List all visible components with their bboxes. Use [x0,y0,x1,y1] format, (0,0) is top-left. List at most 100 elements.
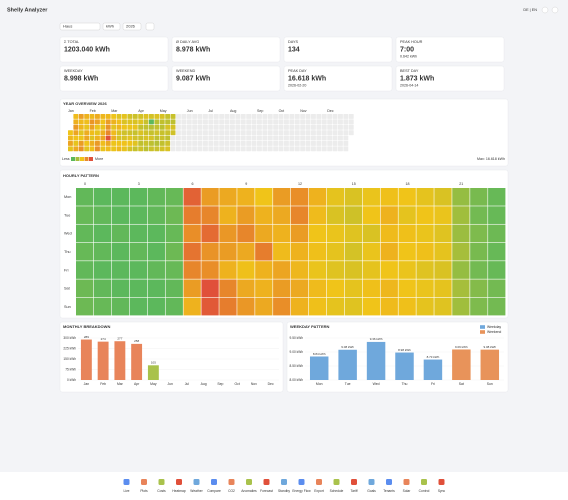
empty-day-cell [197,141,203,146]
empty-day-cell [208,141,214,146]
day-cell [78,114,84,119]
hour-cell [380,224,398,243]
card [59,65,169,92]
device-select[interactable] [59,22,101,31]
nav-icon[interactable] [263,479,270,485]
nav-icon[interactable] [141,479,147,485]
empty-day-cell [273,119,279,125]
nav-label[interactable]: Tenants [383,489,395,493]
hour-cell [308,242,327,261]
nav-label[interactable]: Costs [157,489,166,493]
empty-day-cell [246,119,252,125]
day-cell [165,130,171,136]
empty-day-cell [311,141,316,146]
day-cell [143,146,149,152]
nav-label[interactable]: Heatmap [172,489,186,493]
empty-day-cell [257,135,262,141]
nav-label[interactable]: Export [314,489,324,493]
empty-day-cell [246,124,252,130]
nav-icon[interactable] [211,479,217,485]
legend-label: Weekday [487,325,501,329]
nav-icon[interactable] [438,479,445,485]
unit-select[interactable] [102,22,121,31]
hour-label: 0 [84,182,86,186]
nav-icon[interactable] [333,479,340,485]
nav-label[interactable]: Schedule [330,489,344,493]
empty-day-cell [343,141,349,146]
nav-icon[interactable] [421,479,427,485]
empty-day-cell [213,135,219,141]
nav-icon[interactable] [193,479,200,485]
nav-label[interactable]: Live [123,489,129,493]
nav-label[interactable]: Weather [190,489,203,493]
nav-label[interactable]: Plots [140,489,148,493]
day-label: Sun [64,305,71,309]
day-cell [68,130,73,136]
nav-icon[interactable] [351,479,357,485]
day-cell [68,135,73,141]
day-label: Fri [64,268,69,272]
hour-cell [470,261,488,279]
nav-label[interactable]: Goals [367,489,376,493]
nav-label[interactable]: Tariff [350,489,357,493]
settings-button[interactable] [541,6,549,14]
day-cell [127,146,133,152]
hour-cell [416,279,434,298]
empty-day-cell [289,124,295,130]
hour-cell [93,206,112,224]
empty-day-cell [251,124,257,130]
language-switch[interactable]: DE | EN [523,8,537,12]
nav-icon[interactable] [176,479,182,485]
max-label: Max: 16.618 kWh [477,157,505,161]
empty-day-cell [327,119,333,125]
hour-cell [129,224,148,243]
nav-label[interactable]: Solar [403,489,412,493]
nav-label[interactable]: Control [419,489,430,493]
empty-day-cell [230,130,235,136]
theme-button[interactable] [551,6,559,14]
month-label: Mar [111,109,118,113]
hour-cell [183,224,201,243]
nav-label[interactable]: Sync [438,489,446,493]
legend-low: Less [62,157,70,161]
nav-icon[interactable] [298,479,305,485]
nav-label[interactable]: Energy Flow [292,489,311,493]
hour-cell [219,261,237,279]
hour-cell [326,261,345,279]
day-label: Wed [64,232,72,236]
nav-icon[interactable] [403,479,410,485]
year-select[interactable] [122,22,142,31]
nav-icon[interactable] [281,479,287,485]
empty-day-cell [186,124,192,130]
nav-icon[interactable] [386,479,392,485]
nav-label[interactable]: Anomalies [241,489,257,493]
nav-icon[interactable] [368,479,375,485]
empty-day-cell [197,130,203,136]
nav-icon[interactable] [316,479,322,485]
chart-title: WEEKDAY PATTERN [290,324,330,329]
nav-icon[interactable] [228,479,235,485]
nav-icon[interactable] [246,479,252,485]
section-title: HOURLY PATTERN [63,173,99,178]
nav-icon[interactable] [123,479,130,485]
hour-cell [362,224,380,243]
nav-label[interactable]: Compare [207,489,221,493]
month-label: Dec [327,109,334,113]
empty-day-cell [316,130,322,136]
day-cell [100,135,106,141]
nav-label[interactable]: CO2 [228,489,235,493]
empty-day-cell [273,135,279,141]
empty-day-cell [240,124,246,130]
refresh-button[interactable] [145,22,155,31]
day-cell [73,146,79,152]
day-cell [100,119,106,125]
nav-icon[interactable] [158,479,165,485]
legend-swatch [80,157,84,161]
nav-label[interactable]: Forecast [260,489,273,493]
empty-day-cell [305,114,311,119]
hour-cell [344,206,363,224]
hour-cell [362,188,380,206]
empty-day-cell [240,114,246,119]
nav-label[interactable]: Standby [278,489,290,493]
bar [395,352,414,380]
